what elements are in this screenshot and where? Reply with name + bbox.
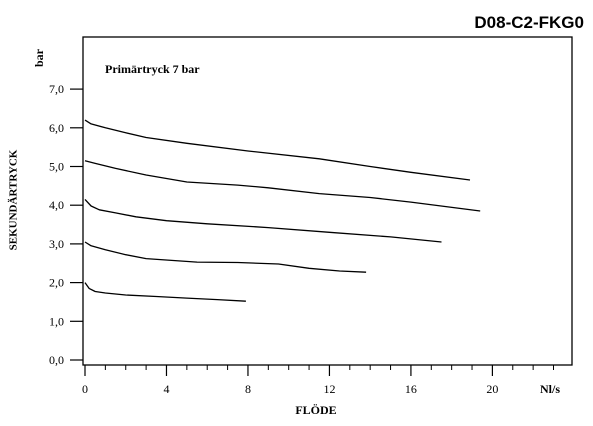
y-axis-label: SEKUNDÄRTRYCK: [7, 149, 20, 250]
x-tick-label: 20: [486, 382, 498, 396]
x-tick-label: 12: [323, 382, 335, 396]
x-tick-label: 8: [245, 382, 251, 396]
x-tick-label: 4: [163, 382, 169, 396]
plot-frame: [82, 36, 573, 366]
y-tick-label: 1,0: [49, 314, 64, 328]
series-line-2: [84, 160, 481, 212]
primary-pressure-annotation: Primärtryck 7 bar: [105, 62, 200, 76]
x-tick-label: 16: [405, 382, 417, 396]
series-line-5: [84, 282, 246, 302]
y-tick-label: 5,0: [49, 160, 64, 174]
y-tick-label: 4,0: [49, 198, 64, 212]
x-unit-label: Nl/s: [540, 382, 560, 396]
axis-ticks: 0,0 1,0 2,0 3,0 4,0 5,0 6,0 7,0 0 4 8 12 16 20: [49, 82, 555, 396]
chart-title: D08-C2-FKG0: [474, 13, 584, 32]
series-line-3: [84, 198, 442, 243]
y-tick-label: 3,0: [49, 237, 64, 251]
series-line-4: [84, 241, 367, 273]
series-lines: [84, 119, 481, 302]
y-tick-label: 2,0: [49, 276, 64, 290]
x-axis-label: FLÖDE: [295, 403, 336, 417]
y-tick-label: 0,0: [49, 353, 64, 367]
y-tick-label: 7,0: [49, 82, 64, 96]
y-tick-label: 6,0: [49, 121, 64, 135]
series-line-1: [84, 119, 471, 181]
x-tick-label: 0: [82, 382, 88, 396]
y-unit-label: bar: [32, 48, 46, 67]
